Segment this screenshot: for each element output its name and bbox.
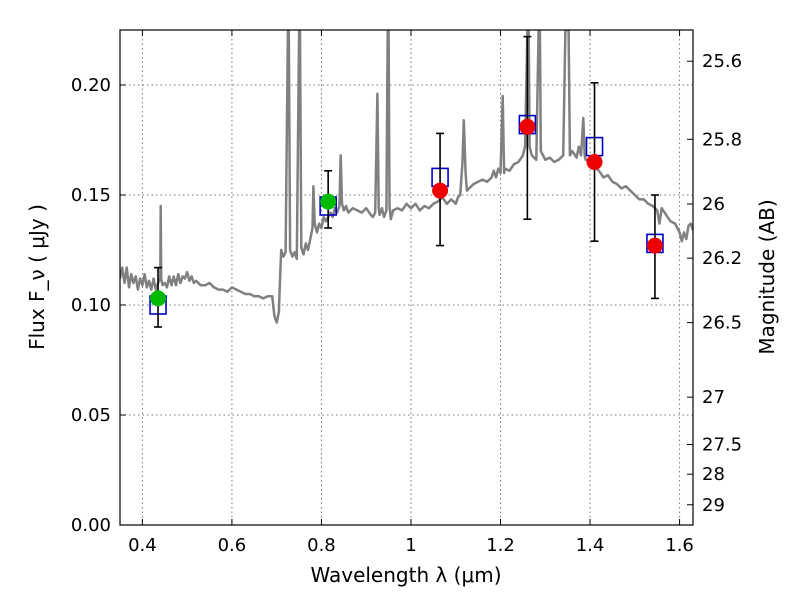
- y-tick-label: 0.10: [71, 295, 111, 316]
- y-tick-label: 0.00: [71, 515, 111, 536]
- mag-tick-label: 26.5: [702, 313, 742, 334]
- y-tick-label: 0.05: [71, 405, 111, 426]
- x-tick-label: 0.8: [307, 535, 336, 556]
- y-tick-label: 0.15: [71, 185, 111, 206]
- mag-tick-label: 28: [702, 464, 725, 485]
- mag-tick-label: 26: [702, 194, 725, 215]
- y-tick-label: 0.20: [71, 75, 111, 96]
- x-tick-label: 1.2: [486, 535, 515, 556]
- mag-tick-label: 29: [702, 495, 725, 516]
- mag-tick-label: 25.8: [702, 129, 742, 150]
- plot-frame: [119, 29, 694, 526]
- mag-tick-label: 27.5: [702, 434, 742, 455]
- y-axis-label: Flux F_ν ( μJy ): [25, 204, 49, 350]
- mag-tick-label: 27: [702, 387, 725, 408]
- nir-observation-point: [586, 154, 603, 170]
- plot-background: [120, 30, 693, 525]
- x-axis-label: Wavelength λ (μm): [310, 563, 501, 587]
- x-tick-label: 1.6: [665, 535, 694, 556]
- mag-tick-label: 26.2: [702, 248, 742, 269]
- nir-observation-point: [646, 237, 663, 254]
- optical-observation-point: [150, 290, 167, 307]
- nir-observation-point: [432, 182, 449, 199]
- nir-observation-point: [519, 118, 536, 135]
- optical-observation-point: [320, 193, 337, 210]
- mag-tick-label: 25.6: [702, 51, 742, 72]
- y2-axis-label: Magnitude (AB): [755, 199, 779, 354]
- x-tick-label: 0.4: [128, 535, 157, 556]
- x-tick-label: 1: [405, 535, 416, 556]
- x-tick-label: 0.6: [218, 535, 247, 556]
- plot-area: [120, 30, 693, 328]
- x-tick-label: 1.4: [576, 535, 605, 556]
- axes: 0.4 0.6 0.8 1 1.2 1.4 1.6 0.00 0.05 0.10 0.15 0.20 2…: [71, 30, 742, 556]
- model-spectrum-line: [120, 30, 693, 324]
